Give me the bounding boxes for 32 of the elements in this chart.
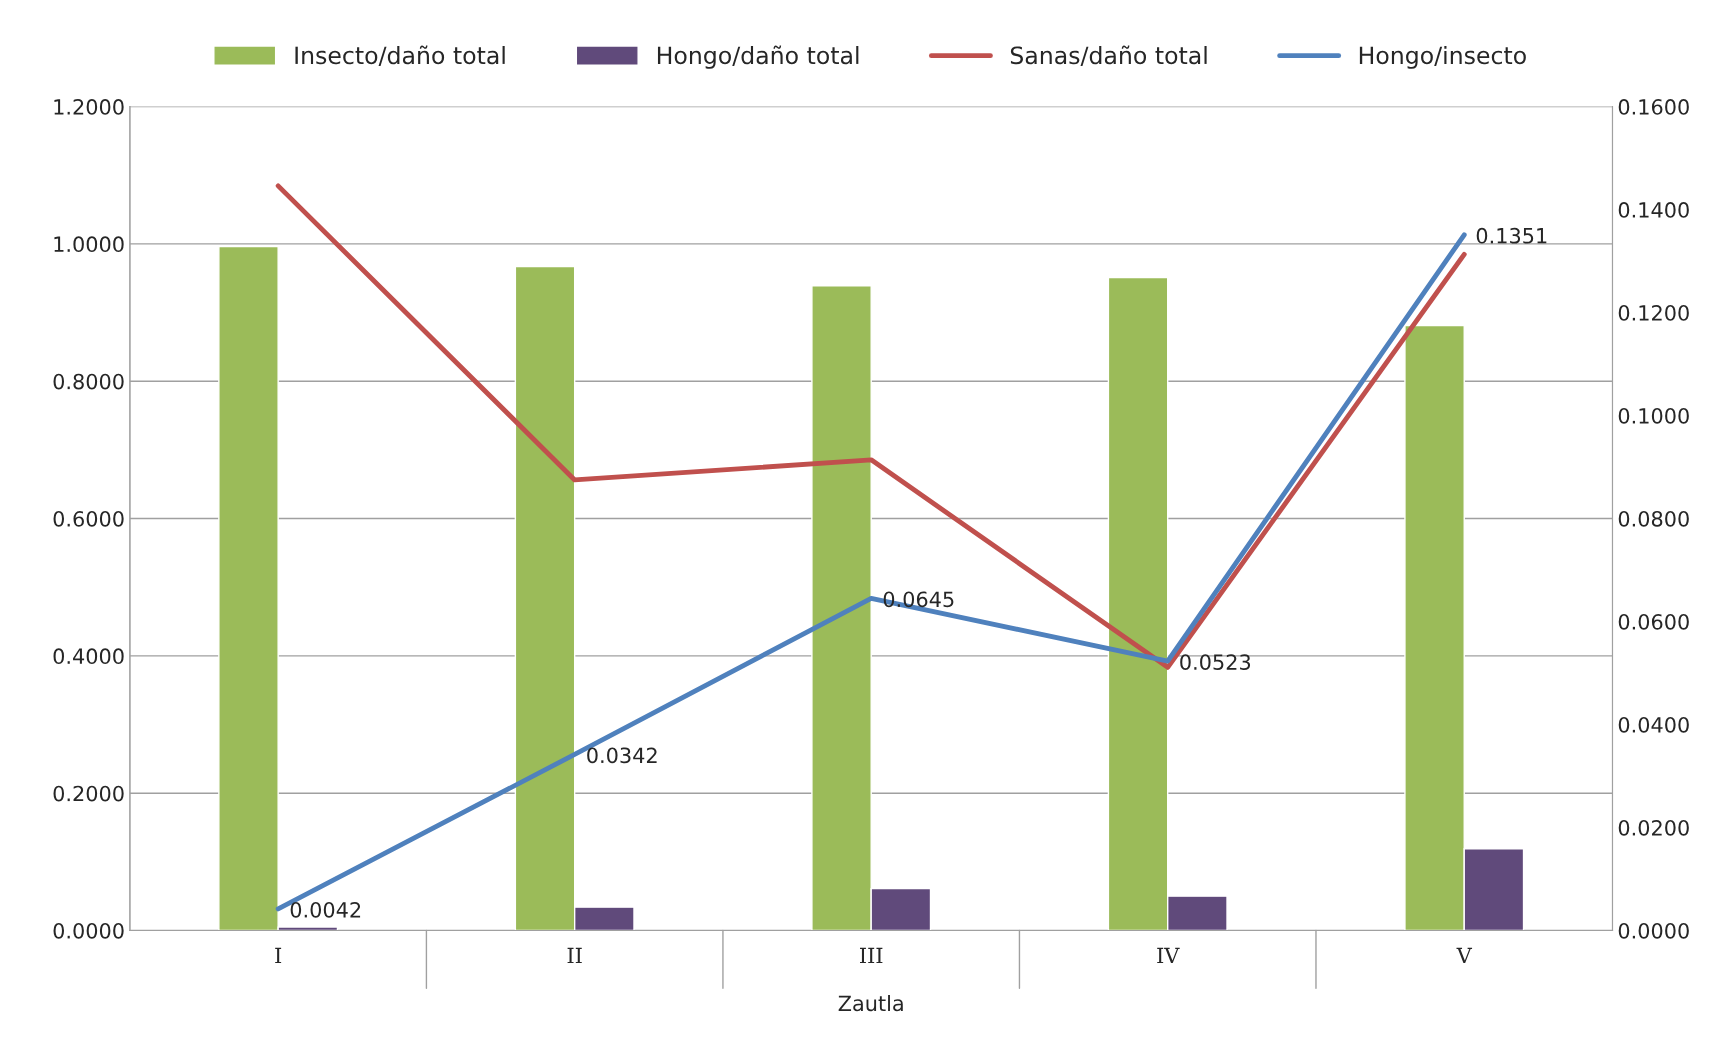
- y2-tick-label: 0.0000: [1618, 922, 1689, 939]
- legend-label: Hongo/insecto: [1359, 45, 1526, 69]
- y-tick-label: 1.2000: [54, 99, 124, 115]
- data-label: 0.0042: [290, 901, 361, 918]
- y-tick-label: 0.6000: [53, 510, 124, 527]
- legend-label: Hongo/daño total: [657, 45, 859, 69]
- x-tick-label: V: [1456, 947, 1473, 964]
- y2-tick-label: 0.1600: [1618, 99, 1689, 115]
- y2-tick-label: 0.1000: [1618, 407, 1689, 424]
- y2-tick-label: 0.1200: [1618, 305, 1689, 321]
- data-label: 0.0645: [883, 591, 954, 608]
- data-label: 0.0342: [587, 747, 657, 764]
- y2-tick-label: 0.1400: [1618, 202, 1689, 218]
- line-series: [275, 183, 1467, 670]
- y2-tick-label: 0.0200: [1618, 819, 1689, 836]
- y-tick-label: 0.0000: [53, 922, 124, 939]
- data-label: 0.1351: [1476, 227, 1547, 244]
- y-tick-label: 0.2000: [53, 785, 124, 802]
- data-label: 0.0523: [1180, 654, 1251, 670]
- legend-label: Sanas/daño total: [1010, 45, 1207, 67]
- y2-tick-label: 0.0800: [1618, 510, 1689, 527]
- legend-label: Insecto/daño total: [295, 45, 505, 67]
- y-tick-label: 0.4000: [53, 648, 124, 665]
- y2-tick-label: 0.0600: [1618, 613, 1689, 630]
- x-axis-title: Zautla: [838, 995, 903, 1012]
- x-tick-label: III: [860, 947, 883, 964]
- x-tick-label: I: [275, 947, 282, 964]
- y2-tick-label: 0.0400: [1618, 716, 1689, 733]
- x-tick-label: II: [567, 947, 582, 964]
- y-tick-label: 0.8000: [53, 373, 124, 390]
- x-tick-label: IV: [1157, 947, 1180, 964]
- y-tick-label: 1.0000: [54, 236, 124, 253]
